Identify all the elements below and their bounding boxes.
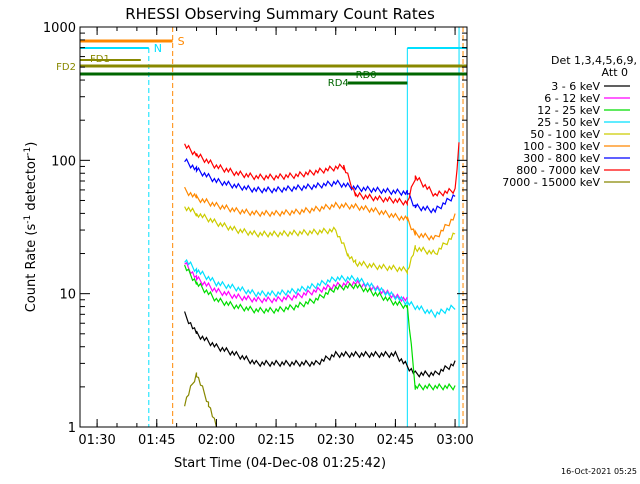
series-line-4 (184, 206, 456, 276)
legend-label-7: 800 - 7000 keV (516, 164, 600, 177)
chart-title: RHESSI Observing Summary Count Rates (125, 5, 435, 23)
legend-label-8: 7000 - 15000 keV (502, 176, 600, 189)
x-tick-label: 02:00 (198, 433, 235, 448)
fd1-label: FD1 (90, 54, 110, 65)
rd0-label: RD0 (356, 70, 377, 81)
legend-label-6: 300 - 800 keV (523, 152, 600, 165)
flags-layer: S N FD1 FD2 RD0 RD4 (56, 27, 467, 427)
legend-label-3: 25 - 50 keV (537, 116, 600, 129)
legend-detectors: Det 1,3,4,5,6,9, (551, 54, 637, 67)
y-tick-label: 100 (51, 154, 76, 169)
series-line-6 (184, 157, 456, 214)
fd2-label: FD2 (56, 62, 76, 73)
x-tick-label: 02:45 (377, 433, 414, 448)
y-axis-label: Count Rate (s-1 detector-1) (23, 142, 39, 313)
series-line-2 (184, 264, 456, 391)
series-line-5 (184, 186, 456, 241)
x-tick-label: 02:15 (257, 433, 294, 448)
x-tick-label: 02:30 (317, 433, 354, 448)
night-label: N (154, 42, 162, 55)
legend-attenuator: Att 0 (602, 66, 628, 79)
saa-label: S (178, 35, 185, 48)
x-tick-label: 01:45 (138, 433, 175, 448)
plot-frame (79, 26, 468, 428)
series-line-3 (184, 258, 456, 319)
series-line-0 (184, 311, 456, 378)
footer-timestamp: 16-Oct-2021 05:25 (561, 467, 637, 476)
legend-label-1: 6 - 12 keV (544, 92, 600, 105)
y-tick-label: 10 (59, 288, 76, 303)
x-axis-label: Start Time (04-Dec-08 01:25:42) (174, 456, 386, 471)
legend-label-4: 50 - 100 keV (530, 128, 600, 141)
y-tick-label: 1 (68, 421, 76, 436)
rd4-label: RD4 (328, 78, 349, 89)
x-tick-label: 03:00 (436, 433, 473, 448)
x-tick-label: 01:30 (78, 433, 115, 448)
series-line-7 (184, 142, 460, 207)
series-layer (184, 142, 460, 428)
legend-label-5: 100 - 300 keV (523, 140, 600, 153)
series-line-8 (184, 372, 217, 428)
y-tick-label: 1000 (43, 21, 76, 36)
legend-label-2: 12 - 25 keV (537, 104, 600, 117)
legend-label-0: 3 - 6 keV (551, 80, 600, 93)
axes-layer: 01:30 01:45 02:00 02:15 02:30 02:45 03:00 1 10 10… (43, 21, 474, 448)
